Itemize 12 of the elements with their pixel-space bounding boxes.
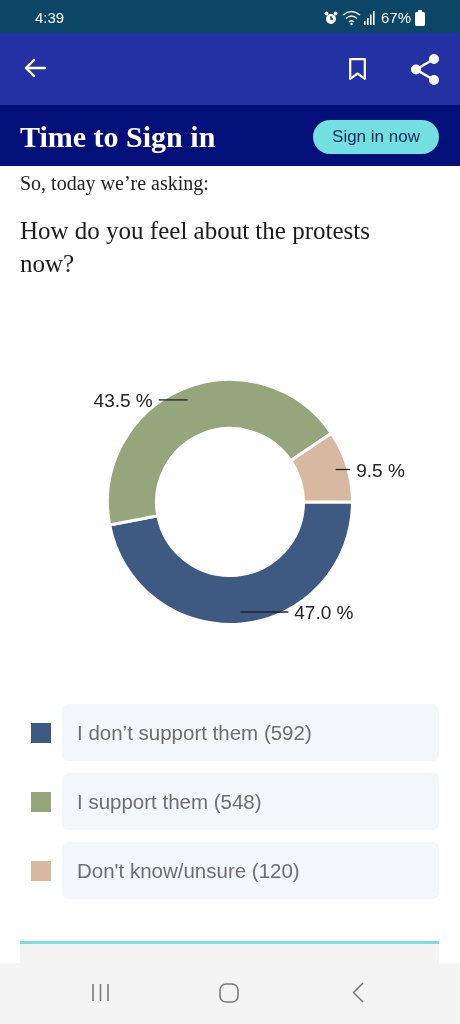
- text: Time to Sign in: [20, 119, 216, 155]
- legend-label: I support them (548): [77, 789, 262, 815]
- data-label: 47.0 %: [294, 602, 354, 624]
- data-label: 43.5 %: [93, 390, 153, 412]
- legend-label: Don't know/unsure (120): [77, 858, 300, 884]
- text: 67%: [381, 9, 412, 27]
- text: So, today we’re asking:: [20, 171, 209, 195]
- data-label: 9.5 %: [356, 459, 405, 481]
- legend-label: I don’t support them (592): [77, 720, 312, 746]
- text: 4:39: [35, 9, 65, 27]
- sign-in-button[interactable]: Sign in now: [313, 120, 439, 154]
- chart-title: How do you feel about the protests now?: [20, 216, 371, 279]
